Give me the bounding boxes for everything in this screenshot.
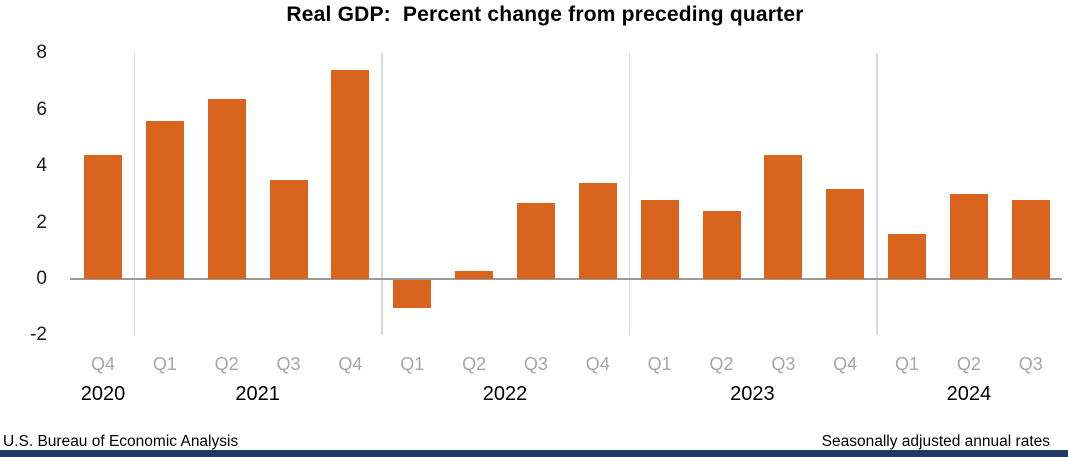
quarter-tick-label: Q4 bbox=[90, 354, 115, 374]
quarter-tick-label: Q4 bbox=[833, 354, 858, 374]
gdp-bar-q2-2024 bbox=[949, 194, 988, 279]
quarter-tick-label: Q2 bbox=[709, 354, 734, 374]
y-axis-tick-label: 0 bbox=[36, 268, 47, 289]
gdp-bar-q3-2022 bbox=[516, 202, 555, 279]
year-tick-label: 2024 bbox=[946, 383, 992, 405]
quarter-tick-label: Q4 bbox=[338, 354, 363, 374]
gdp-bar-q4-2020 bbox=[84, 154, 122, 279]
y-axis-tick-label: 6 bbox=[36, 98, 47, 120]
y-axis-tick-label: 2 bbox=[36, 211, 47, 233]
gdp-bar-q4-2023 bbox=[826, 188, 865, 279]
gdp-bar-q2-2022 bbox=[455, 270, 494, 279]
gdp-bar-q1-2021 bbox=[145, 121, 184, 279]
source-note: U.S. Bureau of Economic Analysis bbox=[3, 433, 239, 450]
quarter-tick-label: Q1 bbox=[152, 354, 177, 374]
year-tick-label: 2021 bbox=[235, 383, 280, 405]
year-tick-label: 2020 bbox=[80, 383, 126, 405]
year-separator-line bbox=[381, 53, 383, 335]
gdp-bar-q1-2022 bbox=[393, 280, 432, 309]
year-separator-line bbox=[133, 53, 136, 335]
quarter-tick-label: Q1 bbox=[895, 354, 920, 374]
quarter-tick-label: Q3 bbox=[523, 354, 548, 374]
gdp-bar-q2-2021 bbox=[207, 98, 246, 279]
gdp-bar-q3-2024 bbox=[1011, 200, 1050, 279]
quarter-tick-label: Q3 bbox=[1018, 354, 1043, 374]
gdp-bar-q1-2024 bbox=[888, 233, 927, 279]
footer-bar bbox=[0, 450, 1068, 457]
gdp-bar-q2-2023 bbox=[702, 211, 741, 279]
year-separator-line bbox=[628, 53, 631, 335]
quarter-tick-label: Q2 bbox=[462, 354, 487, 374]
gdp-bar-q3-2023 bbox=[764, 154, 803, 279]
gdp-bar-q4-2022 bbox=[578, 183, 617, 279]
year-tick-label: 2022 bbox=[482, 383, 528, 405]
zero-axis-line bbox=[70, 278, 1062, 280]
quarter-tick-label: Q3 bbox=[276, 354, 301, 374]
year-separator-line bbox=[876, 53, 878, 335]
y-axis-tick-label: 4 bbox=[36, 155, 47, 177]
quarter-tick-label: Q1 bbox=[647, 354, 672, 374]
quarter-tick-label: Q2 bbox=[956, 354, 981, 374]
chart-title: Real GDP: Percent change from preceding … bbox=[286, 3, 804, 26]
quarter-tick-label: Q3 bbox=[771, 354, 796, 374]
quarter-tick-label: Q2 bbox=[214, 354, 239, 374]
year-tick-label: 2023 bbox=[730, 383, 775, 405]
adjustment-note: Seasonally adjusted annual rates bbox=[821, 433, 1050, 450]
gdp-bar-q1-2023 bbox=[640, 200, 679, 279]
gdp-bar-q3-2021 bbox=[269, 180, 308, 279]
gdp-bar-q4-2021 bbox=[331, 70, 370, 279]
y-axis-tick-label: 8 bbox=[36, 42, 47, 64]
quarter-tick-label: Q4 bbox=[585, 354, 610, 374]
y-axis-tick-label: -2 bbox=[30, 324, 47, 346]
quarter-tick-label: Q1 bbox=[400, 354, 425, 374]
